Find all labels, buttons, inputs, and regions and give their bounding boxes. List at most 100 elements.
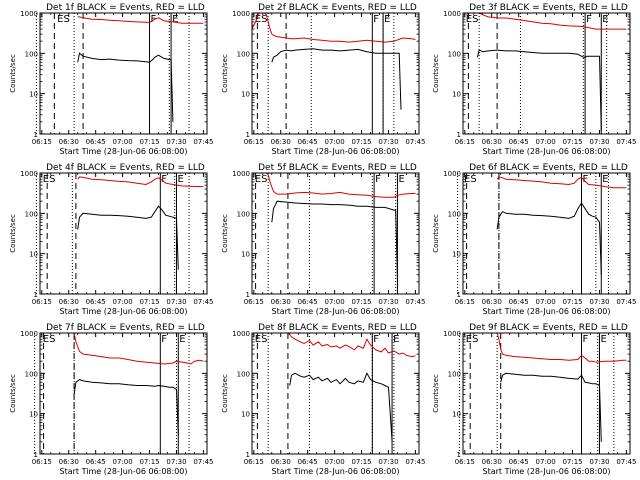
x-tick-label: 06:30 [482,138,502,146]
x-axis-label: Start Time (28-Jun-06 06:08:00) [60,307,188,316]
lld-series-line [73,332,204,365]
y-axis-label: Counts/sec [221,54,229,93]
x-tick-label: 07:00 [325,138,345,146]
x-tick-label: 06:30 [271,458,291,466]
x-axis-label: Start Time (28-Jun-06 06:08:00) [483,147,611,156]
x-tick-label: 07:30 [166,138,186,146]
events-series-line [271,48,402,110]
x-tick-label: 07:15 [139,458,159,466]
y-tick-label: 1 [34,451,38,459]
x-tick-label: 07:45 [616,298,636,306]
chart-panel-7: Det 7f BLACK = Events, RED = LLD Counts/s… [9,323,214,476]
events-series-line [289,372,393,442]
y-tick-label: 10 [29,251,38,259]
events-series-line [77,205,179,270]
lld-series-line [496,176,627,189]
y-tick-label: 100 [25,50,38,58]
events-series-line [77,52,174,122]
x-tick-label: 06:30 [482,298,502,306]
y-tick-label: 10 [452,251,461,259]
chart-title: Det 8f BLACK = Events, RED = LLD [258,323,417,333]
x-tick-label: 07:45 [616,138,636,146]
plot-frame [39,12,208,135]
y-axis-label: Counts/sec [9,54,17,93]
marker-label-es: ES [255,334,268,345]
chart-title: Det 2f BLACK = Events, RED = LLD [258,3,417,13]
y-tick-label: 100 [237,50,250,58]
y-axis-label: Counts/sec [432,374,440,413]
marker-label-es: ES [464,174,477,185]
plot-frame [251,332,420,455]
x-tick-label: 06:15 [244,298,264,306]
x-tick-label: 06:45 [298,138,318,146]
x-tick-label: 06:30 [59,298,79,306]
x-tick-label: 06:45 [509,298,529,306]
x-tick-label: 07:45 [193,458,213,466]
lld-series-line [77,16,204,24]
x-tick-label: 07:30 [378,458,398,466]
y-axis-label: Counts/sec [221,214,229,253]
x-axis-label: Start Time (28-Jun-06 06:08:00) [272,147,400,156]
x-tick-label: 07:15 [139,298,159,306]
x-tick-label: 07:15 [562,458,582,466]
y-tick-label: 1000 [232,330,250,338]
x-tick-label: 07:15 [351,138,371,146]
y-tick-label: 100 [237,210,250,218]
x-tick-label: 07:00 [113,138,133,146]
x-tick-label: 07:45 [405,298,425,306]
x-tick-label: 06:45 [298,458,318,466]
marker-label-e: E [172,14,178,25]
chart-title: Det 7f BLACK = Events, RED = LLD [46,323,205,333]
x-tick-label: 06:15 [455,138,475,146]
x-tick-label: 06:30 [271,138,291,146]
plot-frame [39,332,208,455]
events-series-line [271,200,398,282]
marker-label-es: ES [57,14,70,25]
lld-series-line [252,172,416,198]
chart-title: Det 3f BLACK = Events, RED = LLD [469,3,628,13]
x-axis-label: Start Time (28-Jun-06 06:08:00) [272,307,400,316]
y-tick-label: 10 [241,251,250,259]
y-tick-label: 1 [246,131,250,139]
chart-title: Det 9f BLACK = Events, RED = LLD [469,323,628,333]
x-tick-label: 07:00 [536,298,556,306]
x-tick-label: 07:00 [536,458,556,466]
y-axis-label: Counts/sec [432,214,440,253]
chart-title: Det 6f BLACK = Events, RED = LLD [469,163,628,173]
marker-label-f: F [161,334,167,345]
y-tick-label: 10 [29,91,38,99]
x-tick-label: 06:45 [86,138,106,146]
y-tick-label: 10 [452,91,461,99]
chart-panel-1: Det 1f BLACK = Events, RED = LLD Counts/s… [9,3,214,156]
marker-label-f: F [586,14,592,25]
marker-label-f: F [583,334,589,345]
plot-frame [462,332,631,455]
y-tick-label: 1000 [443,10,461,18]
chart-title: Det 1f BLACK = Events, RED = LLD [46,3,205,13]
y-axis-label: Counts/sec [9,214,17,253]
y-axis-label: Counts/sec [9,374,17,413]
marker-label-e: E [393,334,399,345]
y-tick-label: 10 [452,411,461,419]
x-tick-label: 07:15 [351,298,371,306]
plot-frame [462,172,631,295]
marker-label-e: E [600,334,606,345]
x-tick-label: 07:30 [589,458,609,466]
chart-panel-2: Det 2f BLACK = Events, RED = LLD Counts/s… [221,3,426,156]
events-series-line [496,202,602,275]
lld-series-line [287,332,416,358]
x-tick-label: 06:45 [509,458,529,466]
y-tick-label: 1 [457,131,461,139]
y-tick-label: 1 [246,451,250,459]
plot-frame [251,172,420,295]
marker-label-es: ES [43,334,56,345]
y-tick-label: 100 [237,370,250,378]
chart-title: Det 5f BLACK = Events, RED = LLD [258,163,417,173]
x-tick-label: 07:45 [616,458,636,466]
chart-panel-3: Det 3f BLACK = Events, RED = LLD Counts/s… [432,3,637,156]
events-series-line [73,379,179,435]
chart-panel-8: Det 8f BLACK = Events, RED = LLD Counts/s… [221,323,426,476]
y-tick-label: 10 [241,91,250,99]
x-tick-label: 07:30 [589,298,609,306]
x-tick-label: 07:45 [405,138,425,146]
